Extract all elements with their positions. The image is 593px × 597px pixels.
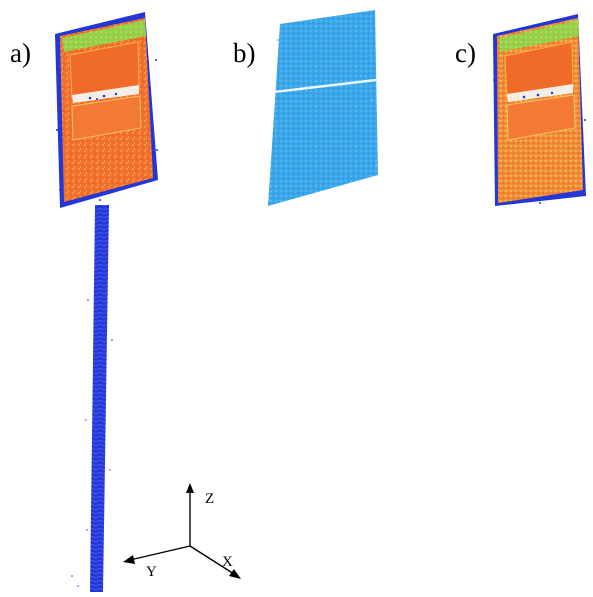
- sign-pole: [90, 205, 109, 592]
- y-arrow-icon: [123, 555, 135, 564]
- panel-label-b: b): [233, 38, 256, 68]
- sign-green-strip: [62, 20, 146, 52]
- blue-segment: [268, 10, 378, 206]
- sign-lower-panel: [71, 95, 142, 141]
- y-axis-label: Y: [146, 564, 157, 580]
- sign-c-green-strip: [499, 20, 579, 52]
- panel-label-c: c): [455, 38, 476, 68]
- coordinate-axes: [123, 483, 241, 579]
- x-axis: [189, 545, 235, 575]
- sign-with-pole: [55, 12, 158, 592]
- sign-face-segment: [268, 10, 378, 206]
- z-arrow-icon: [186, 483, 194, 493]
- sign-c-lower-panel: [506, 94, 576, 141]
- panel-label-a: a): [10, 38, 31, 68]
- y-axis: [129, 545, 191, 561]
- segment-gap-line: [273, 78, 377, 94]
- x-arrow-icon: [229, 569, 241, 579]
- x-axis-label: X: [222, 554, 233, 570]
- z-axis-label: Z: [205, 491, 214, 507]
- sign-white-band: [72, 85, 139, 103]
- sign-colored-points: [493, 14, 586, 206]
